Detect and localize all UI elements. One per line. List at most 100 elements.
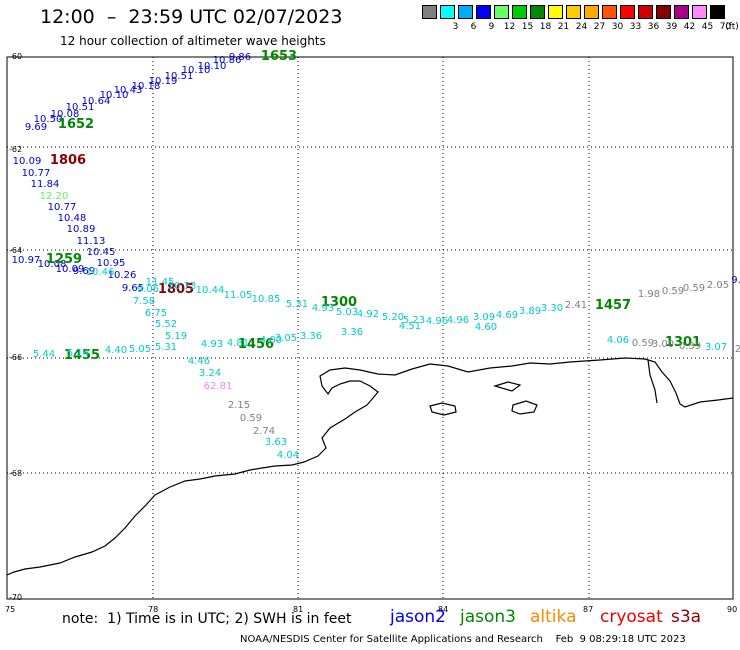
legend-swatch	[530, 5, 545, 19]
wave-height-value: 5.23	[403, 315, 425, 326]
lat-label: -68	[9, 469, 22, 478]
wave-height-value: 0.59	[662, 286, 684, 297]
wave-height-value: 10.10	[182, 65, 211, 76]
legend-label: 39	[665, 22, 678, 32]
wave-height-value: 10.43	[114, 85, 143, 96]
wave-height-value: 5.14	[67, 348, 89, 359]
legend-label: 15	[521, 22, 534, 32]
legend-label: 9	[488, 22, 495, 32]
wave-height-value: 5.03	[336, 307, 358, 318]
time-label: 1653	[261, 49, 297, 64]
wave-height-value: 10.95	[97, 258, 126, 269]
wave-height-value: 4.00	[260, 335, 282, 346]
time-label: 1259	[46, 252, 82, 267]
wave-height-value: 3.00	[652, 339, 674, 350]
legend-swatch	[458, 5, 473, 19]
wave-height-value: 3.36	[341, 327, 363, 338]
wave-height-value: 10.44	[196, 285, 225, 296]
wave-height-value: 11.84	[31, 179, 60, 190]
wave-height-value: 11.45	[146, 277, 175, 288]
wave-height-value: 10.10	[198, 61, 227, 72]
wave-height-value: 10.86	[213, 55, 242, 66]
wave-height-value: 10.85	[252, 294, 281, 305]
wave-height-value: 5.20	[382, 312, 404, 323]
wave-height-value: 10.51	[165, 71, 194, 82]
island-east	[511, 400, 538, 415]
wave-height-value: 10.19	[149, 76, 178, 87]
legend-swatch	[584, 5, 599, 19]
wave-height-value: 2.74	[253, 426, 275, 437]
wave-height-value: 4.96	[426, 316, 448, 327]
wave-height-value: 3.63	[265, 437, 287, 448]
wave-height-value: 4.51	[399, 321, 421, 332]
wave-height-value: 3.24	[199, 368, 221, 379]
wave-height-value: 10.48	[58, 213, 87, 224]
wave-height-value: 4.46	[188, 356, 210, 367]
time-label: 1300	[321, 295, 357, 310]
wave-height-value: 1.98	[638, 289, 660, 300]
lat-label: -64	[9, 246, 22, 255]
wave-height-value: 9.69	[25, 122, 47, 133]
wave-height-value: 10.18	[132, 81, 161, 92]
lat-label: -70	[9, 593, 22, 602]
wave-height-value: 5.05	[129, 344, 151, 355]
wave-height-value: 10.97	[12, 255, 41, 266]
wave-height-value: 4.60	[475, 322, 497, 333]
wave-height-value: 10.26	[108, 270, 137, 281]
wave-height-value: 0.39	[679, 341, 701, 352]
wave-height-value: 10.64	[82, 96, 111, 107]
wave-height-value: 4.04	[277, 450, 299, 461]
legend-swatch	[440, 5, 455, 19]
wave-height-value: 10.89	[67, 224, 96, 235]
legend-swatch	[548, 5, 563, 19]
wave-height-value: 12.20	[40, 191, 69, 202]
wave-height-value: 7.58	[133, 296, 155, 307]
wave-height-value: 2	[735, 344, 740, 355]
legend-swatch	[656, 5, 671, 19]
wave-height-value: 4.93	[312, 303, 334, 314]
wave-height-value: 5.19	[165, 331, 187, 342]
wave-height-value: 3.07	[705, 342, 727, 353]
wave-height-value: 4.96	[447, 315, 469, 326]
legend-label: 21	[557, 22, 570, 32]
time-label: 1301	[665, 335, 701, 350]
legend-label: 30	[611, 22, 624, 32]
legend-swatch	[710, 5, 725, 19]
legend-unit: (ft)	[725, 22, 739, 32]
wave-height-value: 10.08	[51, 109, 80, 120]
time-label: 1455	[64, 348, 100, 363]
legend-swatch	[620, 5, 635, 19]
lon-label: 90	[727, 605, 737, 614]
legend-swatch	[692, 5, 707, 19]
lon-label: 81	[293, 605, 303, 614]
wave-height-value: 9.86	[229, 52, 251, 63]
footer-note: note: 1) Time is in UTC; 2) SWH is in fe…	[62, 611, 352, 627]
wave-height-value: 0.59	[632, 338, 654, 349]
ice-shelf-segment	[492, 381, 522, 392]
wave-height-value: 3.05	[275, 333, 297, 344]
legend-label: 6	[470, 22, 477, 32]
wave-height-value: 5.31	[155, 342, 177, 353]
wave-height-value: 4.93	[201, 339, 223, 350]
legend-label: 3	[452, 22, 459, 32]
wave-height-value: 4.06	[607, 335, 629, 346]
satellite-altika: altika	[530, 607, 577, 627]
legend-label: 18	[539, 22, 552, 32]
wave-height-value: 62.81	[204, 381, 233, 392]
wave-height-value: 10.51	[66, 102, 95, 113]
legend-label: 36	[647, 22, 660, 32]
lat-label: -60	[9, 52, 22, 61]
legend-swatch	[674, 5, 689, 19]
wave-height-value: 9.	[731, 275, 740, 286]
map-subtitle: 12 hour collection of altimeter wave hei…	[60, 34, 326, 48]
coast-inner-ridge	[647, 359, 658, 404]
legend-label: 12	[503, 22, 516, 32]
wave-height-value: 10.77	[48, 202, 77, 213]
map-frame	[6, 56, 734, 600]
satellite-cryosat: cryosat	[600, 607, 663, 627]
wave-height-value: 2.05	[707, 280, 729, 291]
legend-label: 42	[683, 22, 696, 32]
lon-label: 75	[5, 605, 15, 614]
legend-swatch	[422, 5, 437, 19]
